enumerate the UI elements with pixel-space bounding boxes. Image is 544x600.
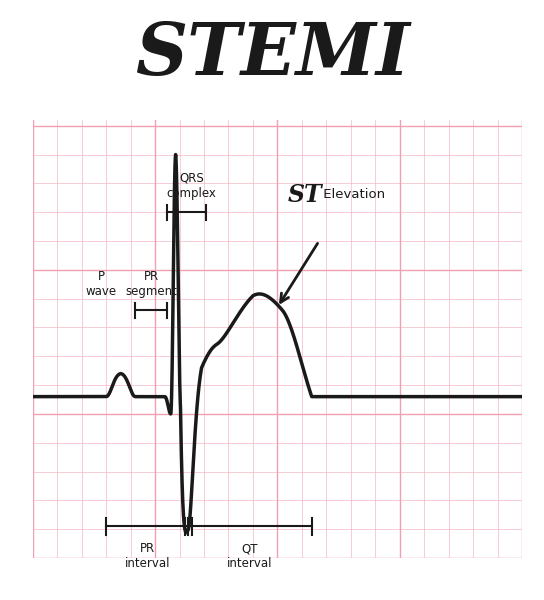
Text: PR
segment: PR segment xyxy=(126,269,177,298)
Text: Elevation: Elevation xyxy=(319,188,385,202)
Text: ST: ST xyxy=(287,183,322,207)
Text: STEMI: STEMI xyxy=(134,19,410,89)
Text: QT
interval: QT interval xyxy=(227,542,273,571)
Text: P
wave: P wave xyxy=(85,270,117,298)
Text: PR
interval: PR interval xyxy=(125,542,170,571)
Text: QRS
complex: QRS complex xyxy=(167,172,217,200)
